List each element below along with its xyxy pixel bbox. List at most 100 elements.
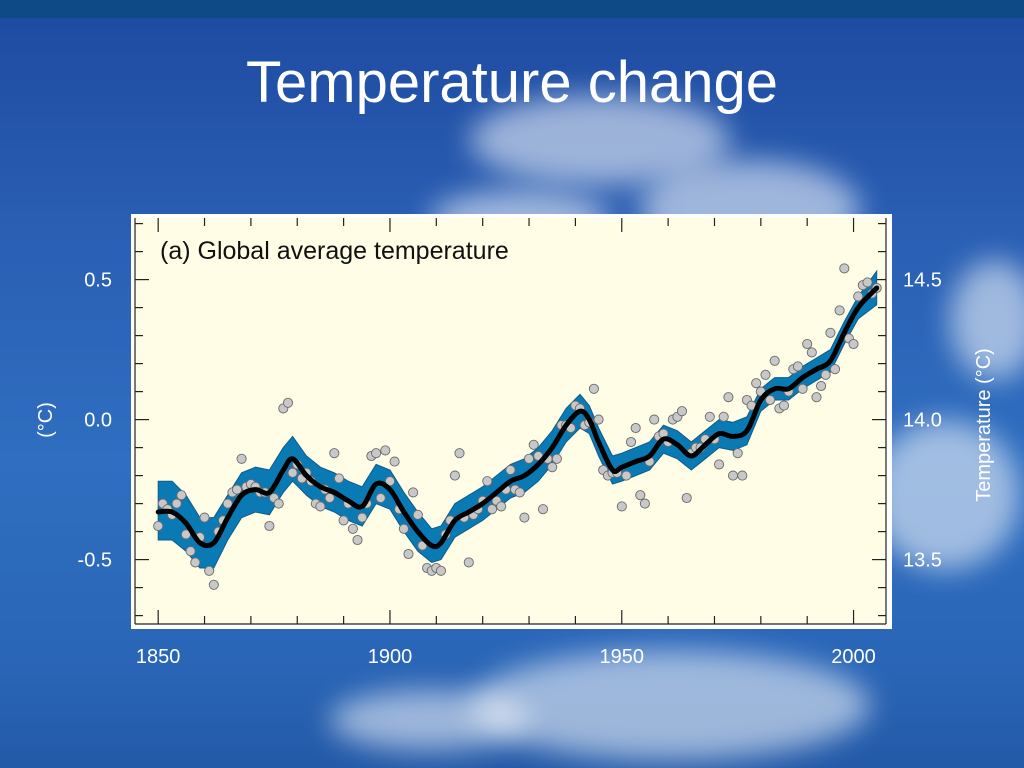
annual-data-point (412, 509, 423, 520)
annual-data-point (403, 548, 414, 560)
annual-data-point (588, 383, 599, 394)
x-tick-label: 1850 (136, 646, 181, 668)
annual-data-point (829, 364, 841, 375)
x-tick-label: 1900 (368, 646, 413, 668)
annual-data-point (389, 456, 400, 467)
annual-data-point (171, 498, 182, 509)
annual-data-point (862, 277, 873, 288)
annual-data-point (324, 492, 335, 504)
annual-data-point (338, 515, 349, 526)
annual-data-point (621, 470, 632, 481)
y-tick-label: 0.5 (84, 270, 112, 292)
y-axis-label: (°C) (35, 402, 57, 438)
annual-data-point (190, 557, 201, 568)
annual-data-point (505, 464, 516, 476)
background-cloud (950, 260, 1024, 380)
annual-data-point (806, 347, 817, 358)
annual-data-point (778, 400, 790, 411)
annual-data-point (825, 327, 836, 338)
annual-data-point (593, 414, 604, 425)
annual-data-point (435, 565, 447, 576)
annual-data-point (714, 459, 725, 470)
annual-data-point (496, 501, 507, 512)
annual-data-point (417, 540, 428, 551)
annual-data-point (454, 448, 465, 459)
annual-data-point (463, 557, 474, 568)
annual-data-point (718, 411, 729, 422)
annual-data-point (625, 436, 637, 448)
annual-data-point (264, 520, 275, 532)
annual-data-point (514, 487, 525, 498)
annual-data-point (802, 338, 813, 350)
annual-data-point (811, 392, 822, 403)
y-tick-label: 0.0 (84, 410, 112, 432)
annual-data-point (231, 484, 243, 495)
annual-data-point (727, 470, 739, 481)
annual-data-point (839, 263, 850, 274)
annual-data-point (616, 501, 627, 512)
chart-title: (a) Global average temperature (160, 237, 509, 265)
annual-data-point (834, 305, 845, 316)
annual-data-point (347, 523, 358, 534)
annual-data-point (765, 394, 776, 406)
annual-data-point (635, 490, 646, 501)
smoothed-temperature-line (155, 285, 880, 550)
annual-data-point (704, 411, 715, 422)
plot-area (135, 218, 886, 624)
annual-data-point (681, 492, 692, 504)
background-cloud (470, 650, 870, 760)
annual-data-point (199, 512, 210, 523)
background-cloud (330, 690, 530, 750)
annual-data-point (792, 361, 803, 372)
annual-data-point (449, 470, 460, 481)
slide-title: Temperature change (246, 50, 778, 115)
annual-data-point (751, 378, 762, 389)
annual-data-point (639, 498, 650, 509)
annual-data-point (352, 534, 363, 546)
annual-data-point (519, 512, 530, 523)
annual-data-point (528, 439, 539, 450)
annual-data-point (816, 380, 827, 392)
annual-data-point (760, 369, 771, 380)
annual-data-point (384, 476, 396, 487)
annual-data-point (357, 512, 368, 523)
annual-data-point (482, 476, 493, 487)
top-bar (0, 0, 1024, 18)
annual-data-point (408, 487, 419, 498)
annual-data-point (222, 498, 233, 509)
y2-axis-label: Temperature (°C) (973, 348, 995, 502)
annual-data-point (287, 467, 298, 478)
y2-tick-label: 13.5 (903, 550, 942, 572)
annual-data-point (185, 546, 196, 557)
annual-data-point (375, 492, 386, 504)
annual-data-point (630, 422, 641, 434)
annual-data-point (523, 453, 535, 464)
annual-data-point (820, 369, 831, 380)
annual-data-point (737, 470, 748, 481)
annual-data-point (551, 453, 562, 464)
annual-data-point (329, 448, 340, 459)
annual-data-point (153, 520, 164, 532)
annual-data-point (649, 414, 660, 425)
annual-data-point (848, 338, 859, 350)
annual-data-point (537, 504, 549, 515)
annual-data-point (853, 291, 864, 302)
annual-data-point (486, 504, 498, 515)
annual-data-point (371, 448, 382, 459)
annual-data-point (723, 392, 734, 403)
annual-data-point (236, 453, 247, 464)
annual-data-point (315, 501, 326, 512)
y2-tick-label: 14.5 (903, 270, 942, 292)
annual-data-point (398, 523, 409, 534)
annual-data-point (380, 445, 391, 456)
annual-data-point (676, 406, 688, 417)
background-cloud (870, 420, 1020, 570)
annual-data-point (282, 397, 294, 408)
y2-tick-label: 14.0 (903, 410, 942, 432)
annual-data-point (176, 490, 187, 501)
annual-data-point (769, 355, 780, 366)
x-tick-label: 2000 (831, 646, 876, 668)
annual-data-point (797, 383, 808, 394)
annual-data-point (208, 579, 219, 590)
